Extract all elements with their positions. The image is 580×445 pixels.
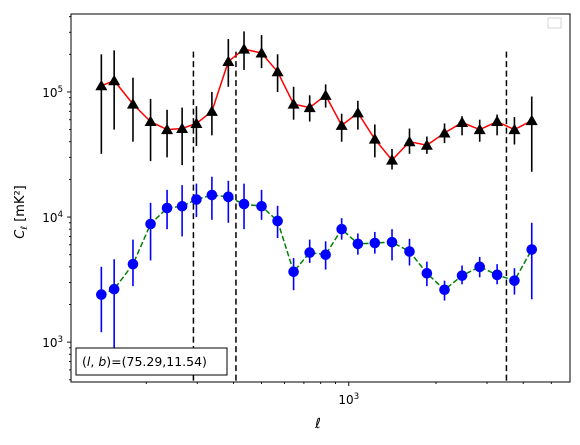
data-point-triangle bbox=[386, 154, 399, 165]
data-point-circle bbox=[145, 218, 156, 230]
data-point-circle bbox=[439, 284, 450, 296]
data-point-circle bbox=[223, 191, 234, 203]
y-tick-label: 105 bbox=[42, 85, 63, 100]
data-point-circle bbox=[256, 200, 267, 212]
data-point-circle bbox=[191, 194, 202, 205]
data-point-triangle bbox=[271, 65, 284, 77]
data-point-circle bbox=[526, 244, 538, 255]
annotation-box bbox=[75, 347, 228, 376]
legend-box bbox=[547, 17, 562, 29]
y-axis-label: Cℓ [mK²] bbox=[13, 185, 30, 238]
data-point-triangle bbox=[335, 119, 348, 130]
series-2 bbox=[96, 176, 538, 362]
annotation-text: (l, b)=(75.29,11.54) bbox=[82, 354, 207, 369]
data-point-circle bbox=[404, 246, 415, 257]
data-point-circle bbox=[127, 258, 139, 270]
data-point-triangle bbox=[456, 116, 469, 127]
y-tick-label: 103 bbox=[42, 335, 63, 350]
x-tick-label: 103 bbox=[338, 392, 359, 407]
data-point-circle bbox=[474, 261, 485, 273]
data-point-circle bbox=[238, 198, 250, 210]
data-point-triangle bbox=[368, 133, 381, 144]
data-point-triangle bbox=[238, 43, 251, 54]
data-point-circle bbox=[96, 289, 107, 300]
plot-area bbox=[95, 31, 538, 382]
plot-frame bbox=[70, 13, 571, 383]
data-point-triangle bbox=[95, 79, 108, 91]
data-point-triangle bbox=[205, 105, 218, 116]
data-point-circle bbox=[386, 236, 398, 248]
data-point-circle bbox=[108, 283, 120, 295]
data-point-triangle bbox=[438, 126, 451, 138]
series-1 bbox=[95, 31, 538, 172]
y-tick-label: 104 bbox=[42, 210, 63, 225]
data-point-triangle bbox=[255, 46, 268, 58]
data-point-circle bbox=[456, 270, 468, 281]
data-point-triangle bbox=[491, 115, 504, 127]
data-point-circle bbox=[176, 200, 188, 212]
data-point-triangle bbox=[525, 114, 538, 126]
data-point-circle bbox=[304, 247, 315, 258]
data-point-triangle bbox=[190, 117, 203, 128]
data-point-circle bbox=[491, 269, 503, 281]
data-point-circle bbox=[320, 249, 331, 260]
data-point-triangle bbox=[319, 89, 332, 100]
data-point-triangle bbox=[508, 123, 521, 135]
data-point-triangle bbox=[161, 123, 174, 135]
data-point-circle bbox=[509, 275, 520, 286]
series-line bbox=[101, 48, 533, 162]
data-point-triangle bbox=[287, 98, 300, 109]
data-point-triangle bbox=[473, 123, 486, 135]
data-point-triangle bbox=[144, 115, 157, 127]
data-point-circle bbox=[272, 215, 283, 227]
data-point-triangle bbox=[176, 122, 189, 134]
data-point-circle bbox=[369, 237, 381, 249]
data-point-circle bbox=[161, 202, 173, 214]
x-axis-label: ℓ bbox=[314, 416, 321, 432]
data-point-triangle bbox=[303, 101, 316, 113]
data-point-circle bbox=[352, 238, 364, 250]
data-point-circle bbox=[336, 223, 347, 235]
data-point-triangle bbox=[351, 106, 364, 118]
data-point-circle bbox=[288, 266, 299, 278]
data-point-triangle bbox=[403, 135, 416, 147]
data-point-triangle bbox=[126, 98, 139, 109]
data-point-circle bbox=[421, 268, 433, 279]
data-point-triangle bbox=[108, 74, 121, 86]
data-point-circle bbox=[206, 189, 218, 201]
data-point-triangle bbox=[222, 55, 235, 67]
data-point-triangle bbox=[420, 139, 433, 150]
